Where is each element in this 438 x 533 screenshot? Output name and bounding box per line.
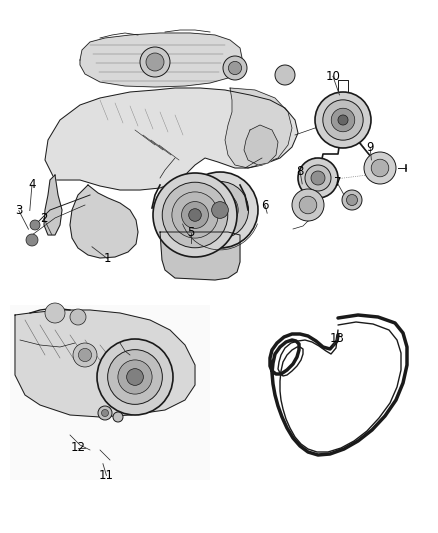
Text: 6: 6 <box>261 199 269 212</box>
Circle shape <box>275 65 295 85</box>
Circle shape <box>202 192 238 228</box>
Circle shape <box>172 192 218 238</box>
Circle shape <box>342 190 362 210</box>
Circle shape <box>364 152 396 184</box>
Circle shape <box>346 195 357 206</box>
Polygon shape <box>70 185 138 258</box>
Circle shape <box>73 343 97 367</box>
Polygon shape <box>244 125 278 165</box>
Circle shape <box>223 56 247 80</box>
Circle shape <box>118 360 152 394</box>
Text: 8: 8 <box>297 165 304 178</box>
Circle shape <box>127 369 143 385</box>
Circle shape <box>331 108 355 132</box>
Text: 10: 10 <box>325 70 340 83</box>
Circle shape <box>299 196 317 214</box>
Circle shape <box>191 182 248 238</box>
Circle shape <box>228 61 242 75</box>
Circle shape <box>102 409 109 416</box>
Circle shape <box>212 201 228 219</box>
Circle shape <box>162 182 228 248</box>
Bar <box>10 305 210 480</box>
Circle shape <box>113 412 123 422</box>
Circle shape <box>182 172 258 248</box>
Text: 11: 11 <box>99 469 114 482</box>
Circle shape <box>153 173 237 257</box>
Circle shape <box>140 47 170 77</box>
Circle shape <box>98 406 112 420</box>
Circle shape <box>311 171 325 185</box>
Circle shape <box>182 201 208 229</box>
Text: 12: 12 <box>71 441 85 454</box>
Circle shape <box>30 220 40 230</box>
Circle shape <box>323 100 363 140</box>
Text: 4: 4 <box>28 179 36 191</box>
Polygon shape <box>160 232 240 280</box>
Polygon shape <box>15 310 195 417</box>
Circle shape <box>292 189 324 221</box>
Circle shape <box>108 350 162 405</box>
Text: 3: 3 <box>15 204 22 217</box>
Circle shape <box>70 309 86 325</box>
Circle shape <box>45 303 65 323</box>
Circle shape <box>298 158 338 198</box>
Circle shape <box>315 92 371 148</box>
Text: 5: 5 <box>187 227 194 239</box>
Polygon shape <box>80 33 242 87</box>
Polygon shape <box>45 88 298 190</box>
Polygon shape <box>44 175 62 235</box>
Text: 13: 13 <box>330 332 345 345</box>
Circle shape <box>305 165 331 191</box>
Polygon shape <box>225 88 292 168</box>
Circle shape <box>338 115 348 125</box>
Circle shape <box>78 349 92 361</box>
Circle shape <box>97 339 173 415</box>
Text: 7: 7 <box>333 176 341 189</box>
Circle shape <box>371 159 389 177</box>
Text: 1: 1 <box>103 252 111 265</box>
Circle shape <box>26 234 38 246</box>
Circle shape <box>189 209 201 221</box>
Text: 9: 9 <box>366 141 374 154</box>
Text: 2: 2 <box>40 212 48 225</box>
Circle shape <box>146 53 164 71</box>
